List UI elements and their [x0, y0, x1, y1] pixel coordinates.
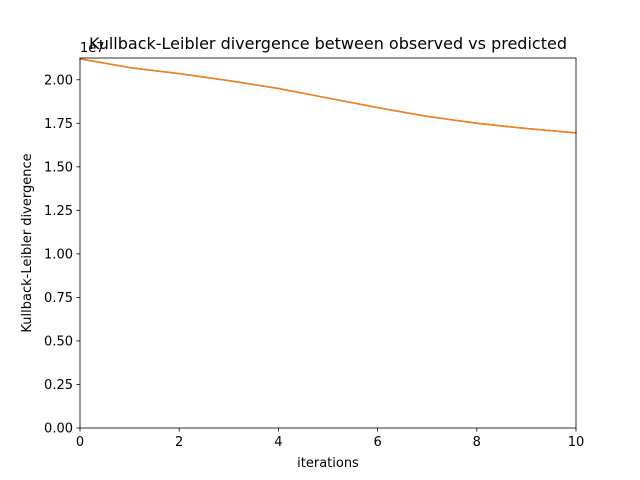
y-axis-ticks: 0.00 0.25 0.50 0.75 1.00 1.25 1.50 1.75 2.00 — [44, 73, 80, 437]
y-tick-label: 1.50 — [44, 160, 73, 175]
chart-title: Kullback-Leibler divergence between obse… — [89, 34, 567, 53]
x-tick-label: 0 — [76, 435, 84, 450]
y-tick-label: 0.50 — [44, 334, 73, 349]
x-tick-label: 8 — [473, 435, 481, 450]
y-tick-label: 0.75 — [44, 291, 73, 306]
x-tick-label: 4 — [274, 435, 282, 450]
y-tick-label: 0.00 — [44, 422, 73, 437]
y-tick-label: 2.00 — [44, 73, 73, 88]
y-offset-label: 1e7 — [80, 41, 105, 56]
x-tick-label: 2 — [175, 435, 183, 450]
x-tick-label: 10 — [568, 435, 585, 450]
x-tick-label: 6 — [373, 435, 381, 450]
series-layer — [79, 58, 577, 134]
y-tick-label: 1.25 — [44, 204, 73, 219]
x-axis-label: iterations — [297, 456, 359, 471]
y-axis-label: Kullback-Leibler divergence — [20, 153, 35, 332]
x-axis-ticks: 0 2 4 6 8 10 — [76, 428, 584, 450]
y-tick-label: 1.75 — [44, 117, 73, 132]
y-tick-label: 1.00 — [44, 247, 73, 262]
y-tick-label: 0.25 — [44, 378, 73, 393]
plot-area-frame — [79, 57, 577, 429]
series-line-2 — [79, 58, 577, 134]
